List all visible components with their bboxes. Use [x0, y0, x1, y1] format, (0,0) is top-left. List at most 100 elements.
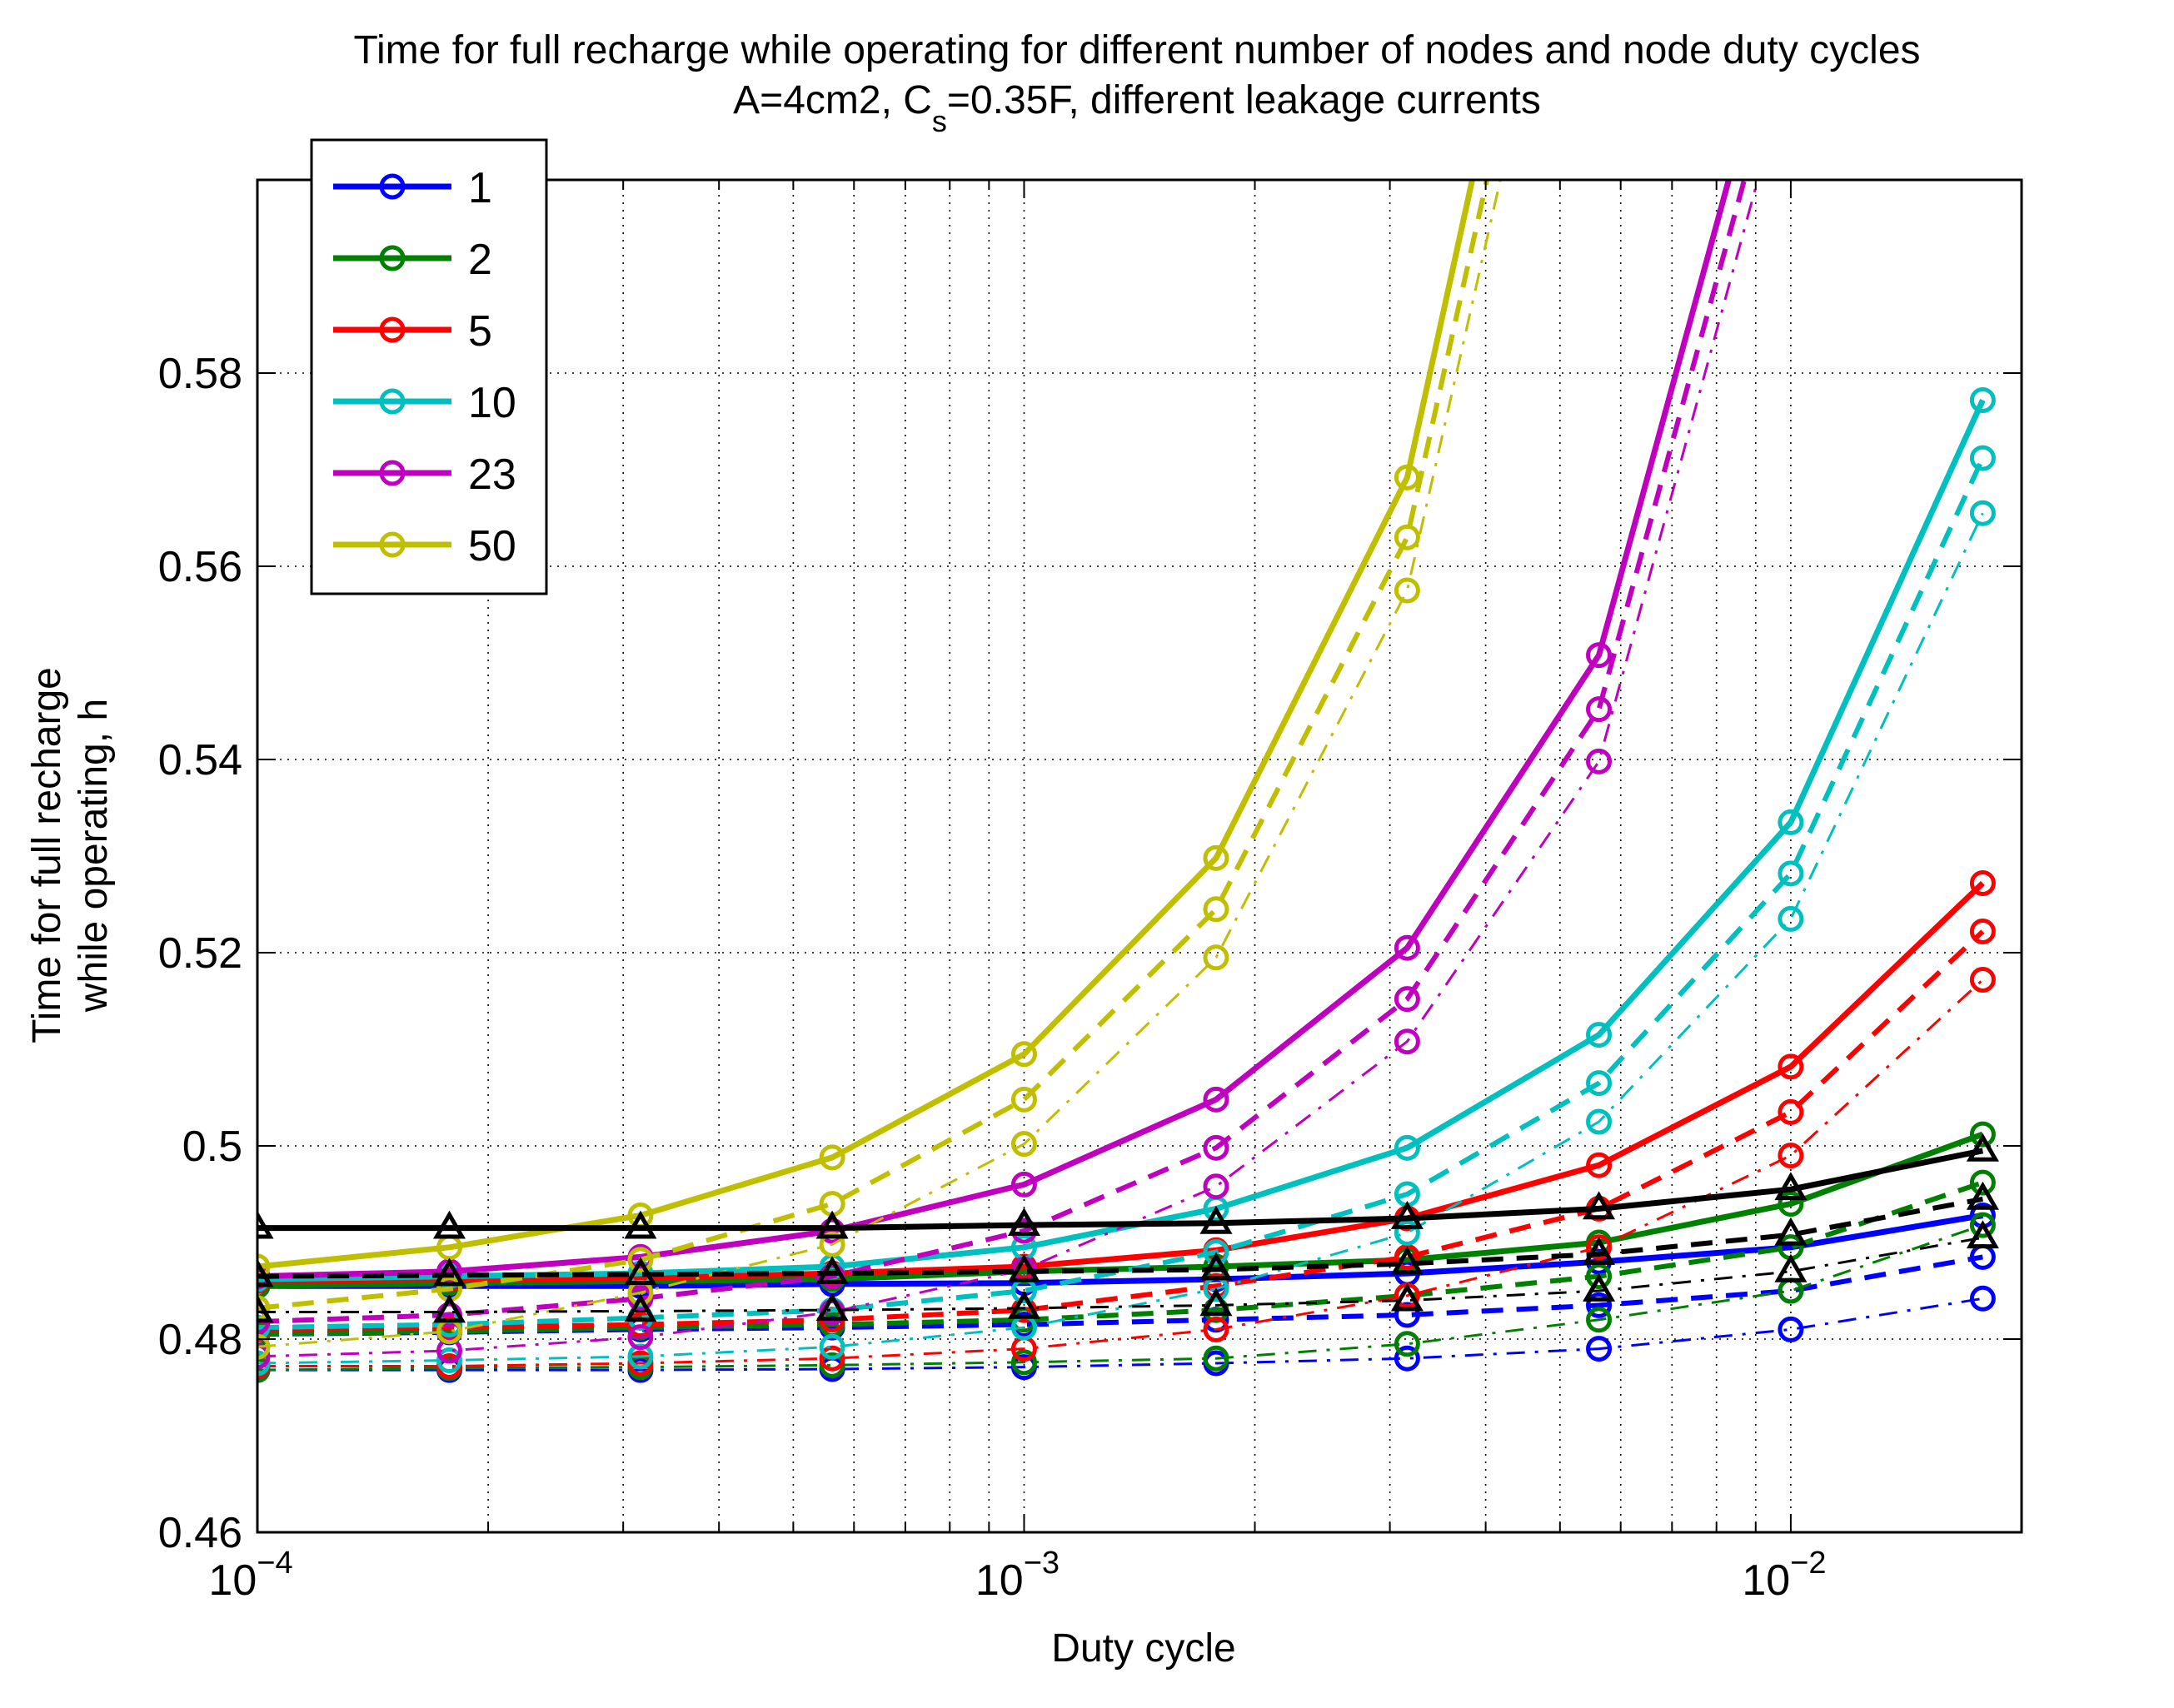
data-point-23-dashed — [1203, 1134, 1229, 1161]
legend-label: 23 — [468, 451, 516, 499]
data-point-2-dashed — [1969, 1169, 1996, 1196]
y-tick-label: 0.54 — [158, 736, 242, 784]
series-line-reference-dashed — [257, 1196, 1983, 1279]
data-point-23-solid — [1586, 642, 1613, 669]
data-point-23-dashdot — [436, 1337, 463, 1364]
data-point-1-dashdot — [1778, 1316, 1804, 1342]
data-point-reference-dashdot — [815, 1292, 849, 1322]
data-point-23-dashed — [1780, 0, 1802, 22]
data-point-50-dashdot — [257, 1333, 271, 1360]
data-point-50-dashed — [627, 1247, 654, 1273]
data-point-reference-solid — [1966, 1133, 1999, 1162]
data-point-50-dashdot — [819, 1231, 845, 1257]
series-line-2-dashed — [257, 1180, 1984, 1337]
data-point-50-solid — [1010, 1041, 1037, 1068]
data-point-50-dashdot — [1203, 944, 1229, 971]
data-point-23-solid — [1010, 1171, 1037, 1198]
legend-item-50: 50 — [333, 522, 516, 570]
data-point-2-dashed — [1586, 1263, 1613, 1290]
y-tick-label: 0.56 — [158, 543, 242, 591]
data-point-1-dashdot — [1969, 1285, 1996, 1312]
data-point-50-solid — [1203, 844, 1229, 871]
data-point-5-dashdot — [1203, 1316, 1229, 1342]
series-line-1-solid — [257, 1213, 1983, 1289]
data-point-23-dashdot — [1586, 748, 1613, 774]
series-line-5-solid — [257, 880, 1985, 1284]
data-point-reference-dashed — [1966, 1181, 1999, 1210]
data-point-50-dashed — [1203, 896, 1229, 923]
series-line-2-solid — [257, 1131, 1984, 1289]
data-point-10-dashdot — [1778, 905, 1804, 932]
data-point-reference-solid — [1390, 1200, 1424, 1229]
legend-label: 10 — [468, 379, 516, 427]
legend-marker — [379, 460, 406, 486]
data-point-reference-solid — [257, 1210, 274, 1239]
legend-item-1: 1 — [333, 164, 492, 212]
chart-title-line2-sub: s — [932, 104, 947, 138]
series-layer — [257, 0, 1999, 1383]
data-point-5-dashed — [1778, 1098, 1804, 1125]
data-point-23-dashdot — [1203, 1173, 1229, 1200]
data-point-23-dashed — [1586, 696, 1613, 723]
data-point-10-dashdot — [436, 1347, 463, 1374]
data-point-10-dashdot — [1586, 1108, 1613, 1135]
series-5 — [257, 869, 1996, 1379]
legend-box — [310, 138, 548, 595]
legend-marker — [379, 173, 406, 200]
chart-title-line2-a: A=4cm2, C — [733, 78, 932, 122]
data-point-23-dashdot — [257, 1343, 271, 1370]
series-1 — [257, 1203, 1996, 1383]
x-tick-base: 10 — [1742, 1556, 1790, 1605]
series-line-23-dashed — [257, 180, 1748, 1325]
legend-marker — [379, 531, 406, 558]
data-point-2-dashdot — [1586, 1307, 1613, 1333]
data-point-23-dashdot — [1394, 1028, 1420, 1055]
data-point-5-dashdot — [1969, 966, 1996, 993]
legend-item-2: 2 — [333, 236, 492, 284]
x-axis-label: Duty cycle — [1051, 1626, 1235, 1671]
data-point-reference-dashed — [815, 1256, 849, 1285]
data-point-reference-dashdot — [624, 1293, 657, 1322]
chart-title-line2: A=4cm2, Cs=0.35F, different leakage curr… — [733, 78, 1541, 138]
data-point-reference-dashed — [1583, 1236, 1616, 1265]
data-point-reference-dashdot — [1390, 1282, 1424, 1312]
data-point-10-dashdot — [1394, 1219, 1420, 1246]
series-line-2-dashdot — [257, 1223, 1983, 1372]
plot-frame — [256, 178, 2023, 1534]
data-point-reference-dashdot — [1007, 1290, 1040, 1319]
data-point-1-dashdot — [1394, 1345, 1420, 1372]
data-point-reference-dashed — [257, 1258, 274, 1287]
data-point-reference-solid — [624, 1210, 657, 1239]
data-point-reference-dashed — [1774, 1217, 1808, 1246]
data-point-10-dashdot — [627, 1343, 654, 1370]
data-point-5-solid — [1778, 1053, 1804, 1080]
data-point-50-solid — [819, 1144, 845, 1171]
data-point-23-solid — [1203, 1086, 1229, 1113]
data-point-5-dashed — [1394, 1243, 1420, 1270]
chart-title-line1: Time for full recharge while operating f… — [353, 28, 1920, 72]
data-point-reference-solid — [1583, 1191, 1616, 1220]
data-point-50-dashed — [1010, 1086, 1037, 1113]
data-point-10-dashed — [1969, 445, 1996, 471]
data-point-reference-solid — [1007, 1208, 1040, 1237]
series-line-5-dashed — [257, 929, 1985, 1332]
data-point-10-dashed — [1203, 1239, 1229, 1266]
data-point-reference-dashdot — [257, 1294, 274, 1323]
data-point-10-dashdot — [819, 1333, 845, 1360]
data-point-50-dashdot — [1394, 577, 1420, 604]
data-point-50-dashed — [1394, 524, 1420, 550]
data-point-2-dashdot — [1394, 1331, 1420, 1357]
data-point-50-dashed — [257, 1295, 271, 1322]
x-tick-base: 10 — [208, 1556, 257, 1605]
data-point-5-dashed — [1969, 918, 1996, 944]
data-point-10-solid — [1586, 1022, 1613, 1048]
legend-item-5: 5 — [333, 307, 492, 356]
data-point-reference-solid — [1774, 1172, 1808, 1201]
data-point-2-dashdot — [1203, 1345, 1229, 1372]
legend-marker — [379, 245, 406, 271]
series-reference — [257, 1133, 1999, 1323]
data-point-23-dashed — [1394, 986, 1420, 1013]
data-point-2-dashdot — [1010, 1349, 1037, 1376]
